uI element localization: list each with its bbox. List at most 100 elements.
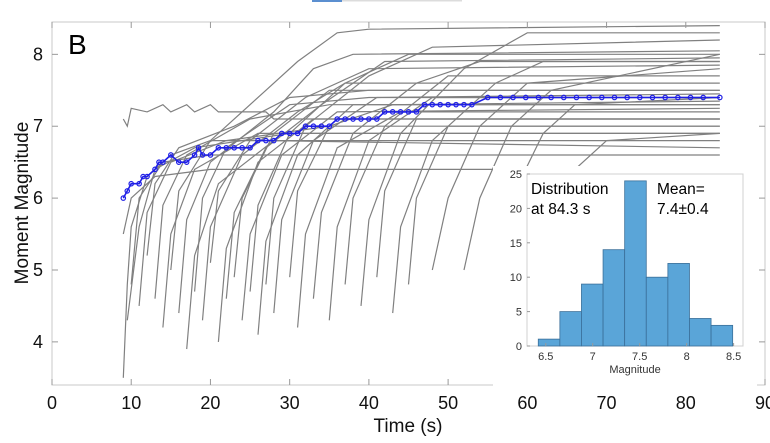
- mean-series-marker: [484, 94, 491, 101]
- individual-series-line: [392, 60, 720, 314]
- histogram-bar: [667, 263, 690, 347]
- mean-series-marker: [144, 173, 150, 180]
- mean-series-marker: [255, 137, 261, 144]
- individual-series-line: [122, 168, 720, 235]
- inset-y-tick-label: 10: [510, 272, 522, 284]
- individual-series-line: [265, 39, 720, 285]
- x-tick-label: 30: [280, 393, 300, 413]
- individual-series-line: [344, 75, 720, 285]
- individual-series-line: [186, 139, 720, 350]
- mean-series-marker: [381, 109, 388, 115]
- inset-x-tick-label: 8: [684, 351, 690, 363]
- mean-series-marker: [461, 101, 467, 108]
- mean-series-marker: [271, 137, 277, 144]
- mean-series-marker: [124, 188, 131, 194]
- mean-series-marker: [437, 101, 443, 108]
- inset-y-tick-label: 0: [516, 341, 522, 353]
- mean-series-marker: [207, 152, 214, 158]
- mean-series-marker: [586, 94, 592, 101]
- histogram-bar: [645, 276, 669, 347]
- mean-series-marker: [421, 101, 428, 108]
- x-tick-label: 40: [359, 393, 379, 413]
- mean-series-marker: [624, 94, 630, 101]
- mean-series-marker: [263, 137, 269, 144]
- mean-series-marker: [522, 94, 529, 101]
- histogram-inset: 6.5 7 7.5 8 8.5 0 5 10 15 20 25 Magnitude Distributi…: [493, 166, 757, 388]
- mean-series-marker: [215, 144, 222, 151]
- individual-series-line: [209, 64, 720, 263]
- mean-series-marker: [611, 94, 618, 101]
- mean-series-marker: [548, 94, 554, 101]
- main-plot: [120, 25, 723, 378]
- individual-series-line: [312, 60, 720, 299]
- legend-fragment-box: [342, 0, 462, 2]
- mean-series-marker: [191, 152, 198, 158]
- inset-x-tick-label: 7: [590, 351, 596, 363]
- individual-series-line: [201, 82, 720, 321]
- individual-series-line: [225, 57, 720, 299]
- y-tick-label: 5: [33, 260, 43, 280]
- mean-series-marker: [573, 94, 580, 101]
- individual-series-line: [178, 50, 720, 314]
- individual-series-line: [360, 32, 720, 306]
- x-tick-label: 90: [755, 393, 770, 413]
- x-tick-label: 50: [438, 393, 458, 413]
- mean-series-marker: [497, 94, 504, 101]
- individual-series-line: [257, 104, 720, 335]
- inset-y-tick-label: 5: [516, 307, 522, 319]
- mean-series-marker: [350, 116, 356, 122]
- mean-series-marker: [294, 130, 301, 137]
- mean-series-marker: [247, 144, 253, 151]
- individual-series-line: [249, 53, 720, 292]
- histogram-bar: [537, 338, 561, 347]
- inset-x-tick-label: 6.5: [538, 351, 553, 363]
- individual-series-line: [138, 125, 720, 306]
- inset-x-tick-label: 7.5: [632, 351, 647, 363]
- histogram-bar: [581, 283, 604, 347]
- mean-series-marker: [687, 94, 694, 101]
- x-tick-label: 60: [517, 393, 537, 413]
- inset-x-tick-label: 8.5: [726, 351, 741, 363]
- mean-series-marker: [649, 94, 656, 101]
- mean-series-marker: [239, 144, 245, 151]
- mean-series-marker: [366, 116, 372, 122]
- histogram-bar: [624, 180, 647, 347]
- mean-series-marker: [429, 101, 436, 108]
- mean-series-marker: [374, 116, 380, 122]
- mean-series-marker: [120, 195, 127, 201]
- plot-frame: [51, 21, 766, 386]
- mean-series-marker: [278, 130, 285, 137]
- mean-series-marker: [453, 101, 459, 108]
- mean-series-marker: [662, 94, 668, 101]
- mean-series-marker: [318, 123, 325, 130]
- mean-series-marker: [560, 94, 567, 101]
- y-tick-label: 8: [33, 44, 43, 64]
- mean-series-marker: [675, 94, 681, 101]
- mean-series-marker: [358, 116, 364, 122]
- mean-series-marker: [231, 144, 238, 151]
- mean-series-marker: [302, 123, 309, 130]
- legend-fragment: [312, 0, 342, 2]
- individual-series-line: [407, 125, 720, 285]
- mean-series-marker: [175, 159, 182, 165]
- mean-series-marker: [326, 123, 333, 130]
- individual-series-line: [273, 93, 720, 314]
- x-tick-label: 10: [121, 393, 141, 413]
- inset-y-tick-label: 20: [510, 203, 522, 215]
- mean-annotation: Mean=: [657, 181, 705, 198]
- x-tick-label: 20: [200, 393, 220, 413]
- histogram-bar: [710, 324, 734, 347]
- mean-series-marker: [199, 152, 206, 158]
- distribution-annotation: at 84.3 s: [531, 201, 591, 218]
- y-tick-label: 7: [33, 116, 43, 136]
- mean-series-marker: [168, 152, 174, 158]
- main-axes: 010203040506070809045678: [33, 22, 770, 413]
- x-tick-label: 80: [676, 393, 696, 413]
- mean-series-marker: [717, 94, 723, 101]
- mean-series-marker: [405, 109, 412, 115]
- individual-series-line: [376, 118, 720, 278]
- inset-x-axis-label: Magnitude: [609, 364, 660, 376]
- mean-series-marker: [223, 144, 230, 151]
- mean-series-marker: [183, 159, 190, 165]
- mean-series-marker: [195, 144, 202, 151]
